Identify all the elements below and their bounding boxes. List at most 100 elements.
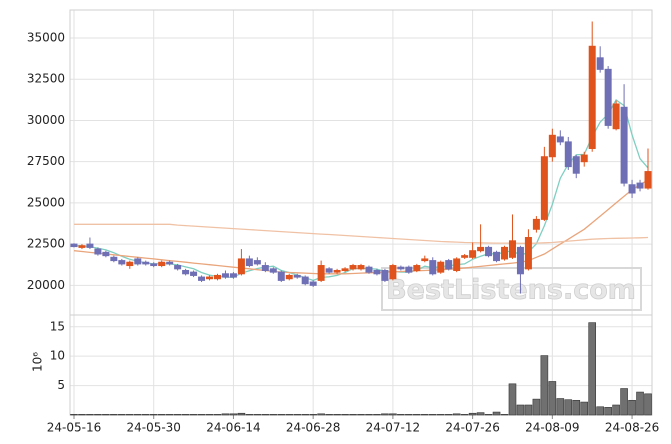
volume-bar [628,399,636,416]
candle-body [564,141,572,168]
candle-body [461,255,469,258]
volume-bar [157,414,166,416]
volume-bar [181,414,190,416]
volume-bar [548,381,557,416]
volume-bar [644,393,652,416]
volume-bar [221,413,230,416]
ma-line [73,179,649,275]
volume-bar [588,322,597,416]
candle-body [182,269,190,275]
volume-bar [373,414,381,416]
volume-bar [86,414,94,416]
x-tick-label: 24-05-30 [126,421,180,435]
volume-bar [460,414,469,416]
candle-body [245,258,253,267]
volume-bar [253,414,262,416]
candle-body [580,154,588,163]
candle-body [516,246,524,275]
candle-body [604,68,612,126]
candle-body [229,273,237,278]
volume-bar [580,401,589,416]
candle-body [508,240,516,258]
volume-bar [94,414,102,416]
x-tick-label: 24-05-16 [47,421,101,435]
y-tick-label: 25000 [27,195,65,209]
volume-bar [381,413,389,416]
candle-body [485,246,493,257]
candle-body [445,260,453,270]
volume-bar [468,412,477,416]
volume-bar [173,414,182,416]
candle-body [501,246,509,260]
candle-body [86,243,94,248]
volume-bar [492,411,501,416]
y-axis-label: 10⁶ [31,352,45,372]
volume-bar [213,414,222,416]
candle-body [620,106,628,184]
candle-body [493,251,501,262]
volume-bar [556,398,565,416]
candle-body [253,260,261,265]
candle-body [389,265,397,280]
watermark: BestListens.com [386,275,636,306]
candle-body [357,265,365,270]
volume-bar [165,414,174,416]
volume-bar [397,414,405,416]
candle-body [349,265,357,270]
x-tick-label: 24-08-26 [605,421,659,435]
candle-body [524,237,532,270]
x-tick-label: 24-07-26 [445,421,499,435]
volume-bar [133,414,142,416]
candle-body [341,268,349,271]
candle-body [540,156,548,220]
y-tick-label: 22500 [27,237,65,251]
y-tick-label: 32500 [27,72,65,86]
watermark-box [381,267,642,311]
volume-bar [197,414,206,416]
candle-body [532,218,540,230]
volume-bar [285,414,294,416]
volume-bar [452,413,461,416]
volume-bar [118,414,126,416]
candle-body [548,134,556,158]
candle-body [644,171,652,189]
volume-bar [333,414,341,416]
candle-body [269,268,277,273]
volume-bar [357,414,365,416]
volume-bar [444,414,453,416]
candle-body [166,261,174,265]
y-tick-label: 10 [50,349,65,363]
candle-body [572,156,580,174]
y-tick-label: 35000 [27,31,65,45]
candle-body [213,274,221,280]
volume-bar [245,414,254,416]
candle-body [221,273,229,278]
y-tick-label: 15 [50,319,65,333]
y-tick-label: 5 [57,378,65,392]
candle-body [102,251,110,257]
candle-body [325,268,333,273]
candle-body [301,276,309,285]
volume-bar [484,414,493,416]
x-tick-label: 24-06-28 [286,421,340,435]
volume-bar [301,414,309,416]
volume-bar [524,404,533,416]
volume-bar [149,414,158,416]
candle-body [126,261,134,267]
y-tick-label: 20000 [27,278,65,292]
candle-body [142,261,150,265]
volume-bar [500,414,509,416]
volume-bar [102,414,110,416]
volume-bar [229,413,238,416]
volume-bar [325,414,333,416]
candle-body [636,182,644,189]
volume-bar [405,414,413,416]
candle-body [556,136,564,143]
x-tick-label: 24-07-12 [366,421,420,435]
volume-bar [540,355,549,416]
y-tick-label: 27500 [27,154,65,168]
volume-bar [365,414,373,416]
volume-bar [476,412,485,416]
candle-body [293,274,301,278]
